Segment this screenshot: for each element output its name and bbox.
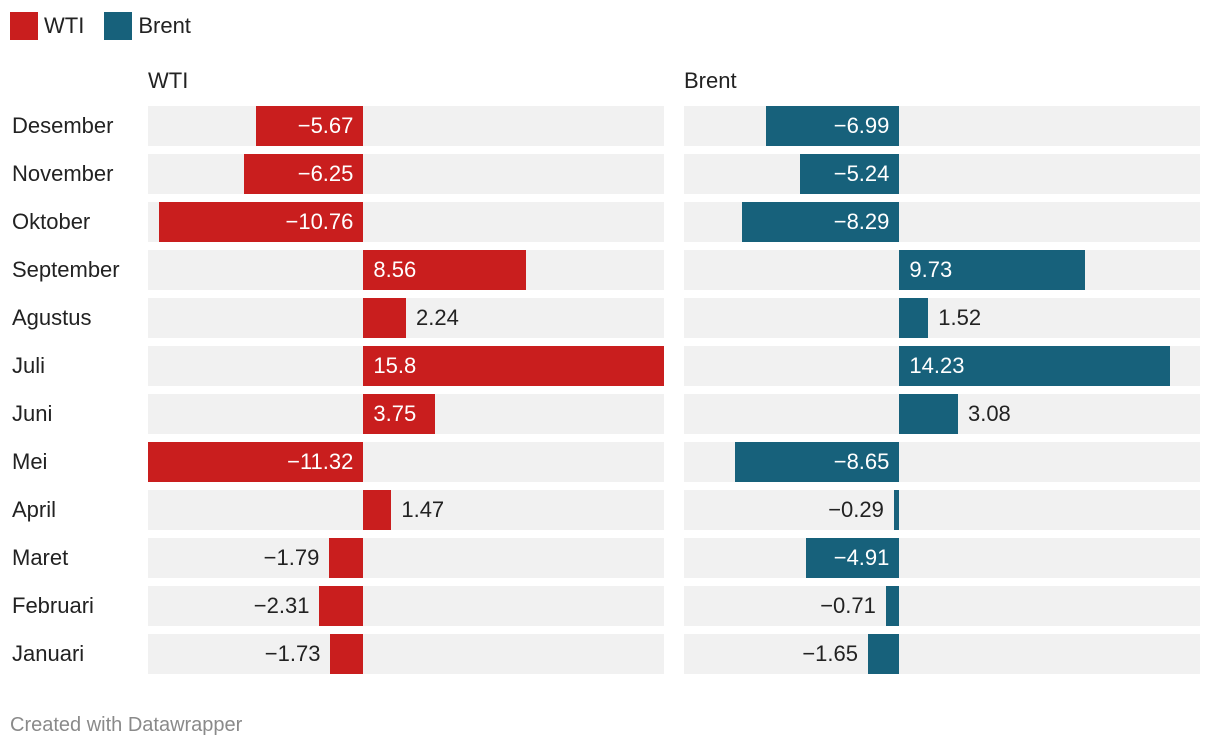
bar-brent [899, 394, 958, 434]
panel-title-brent: Brent [684, 68, 737, 93]
bar-brent [893, 490, 900, 530]
value-label: 15.8 [373, 353, 417, 378]
value-label: −4.91 [833, 545, 890, 570]
row-background [684, 154, 1200, 194]
bar-wti [255, 106, 364, 146]
bar-brent [899, 346, 1171, 386]
bar-brent [799, 154, 900, 194]
value-label: −1.79 [263, 545, 320, 570]
value-label: −11.32 [287, 449, 354, 474]
legend: WTI Brent [10, 12, 211, 40]
month-label: Januari [12, 641, 85, 666]
month-label: Mei [12, 449, 48, 474]
bar-wti [363, 250, 527, 290]
bar-brent [805, 538, 900, 578]
month-label: Juli [12, 353, 46, 378]
row-background [148, 154, 664, 194]
value-label: −2.31 [253, 593, 310, 618]
value-label: −1.65 [802, 641, 858, 666]
row-background [148, 634, 664, 674]
value-label: 9.73 [909, 257, 953, 282]
row-background [148, 490, 664, 530]
value-label: −6.99 [833, 113, 890, 138]
legend-item-wti: WTI [10, 12, 84, 40]
month-label: November [12, 161, 114, 186]
row-background [148, 106, 664, 146]
bar-wti [363, 394, 435, 434]
value-label: −6.25 [297, 161, 354, 186]
month-label: Oktober [12, 209, 91, 234]
panel-title-wti: WTI [148, 68, 189, 93]
legend-item-brent: Brent [104, 12, 191, 40]
month-label: Desember [12, 113, 114, 138]
value-label: −8.29 [833, 209, 890, 234]
bar-brent [741, 202, 900, 242]
value-label: −0.71 [820, 593, 876, 618]
bar-brent [766, 106, 900, 146]
bar-brent [734, 442, 900, 482]
row-background [684, 634, 1200, 674]
value-label: −10.76 [285, 209, 354, 234]
value-label: −5.67 [297, 113, 354, 138]
value-label: −0.29 [828, 497, 884, 522]
month-label: Maret [12, 545, 69, 570]
legend-swatch-wti [10, 12, 38, 40]
bar-wti [330, 634, 364, 674]
bar-wti [158, 202, 364, 242]
month-label: April [12, 497, 57, 522]
row-background [148, 298, 664, 338]
footer-credit: Created with Datawrapper [10, 714, 243, 736]
bar-wti [363, 490, 392, 530]
value-label: 3.08 [967, 401, 1011, 426]
value-label: 3.75 [373, 401, 417, 426]
row-background [684, 586, 1200, 626]
row-background [684, 106, 1200, 146]
value-label: 14.23 [909, 353, 965, 378]
bar-wti [363, 346, 664, 386]
month-label: Februari [12, 593, 94, 618]
bar-brent [867, 634, 900, 674]
value-label: 8.56 [373, 257, 417, 282]
row-background [684, 298, 1200, 338]
row-background [684, 538, 1200, 578]
bar-brent [899, 298, 929, 338]
month-label: Juni [12, 401, 53, 426]
legend-label-wti: WTI [44, 13, 85, 38]
row-background [684, 490, 1200, 530]
row-background [148, 586, 664, 626]
bar-wti [319, 586, 364, 626]
bar-brent [885, 586, 900, 626]
value-label: −5.24 [833, 161, 890, 186]
bar-brent [899, 250, 1085, 290]
panel-wti: −5.67 −6.25 −10.76 8.56 2.24 15.8 3.75 −11.32 1.… [148, 106, 664, 674]
value-label: 1.52 [938, 305, 982, 330]
bar-wti [244, 154, 364, 194]
row-background [148, 538, 664, 578]
month-label: Agustus [12, 305, 92, 330]
value-label: −8.65 [833, 449, 890, 474]
value-label: −1.73 [264, 641, 321, 666]
panel-brent: −6.99 −5.24 −8.29 9.73 1.52 14.23 3.08 −8.65 −0.… [684, 106, 1200, 674]
bar-wti [329, 538, 364, 578]
bar-wti [148, 442, 364, 482]
value-label: 1.47 [401, 497, 445, 522]
bar-wti [363, 298, 406, 338]
legend-swatch-brent [104, 12, 133, 40]
value-label: 2.24 [416, 305, 459, 330]
legend-label-brent: Brent [138, 13, 191, 38]
month-label: September [12, 257, 120, 282]
